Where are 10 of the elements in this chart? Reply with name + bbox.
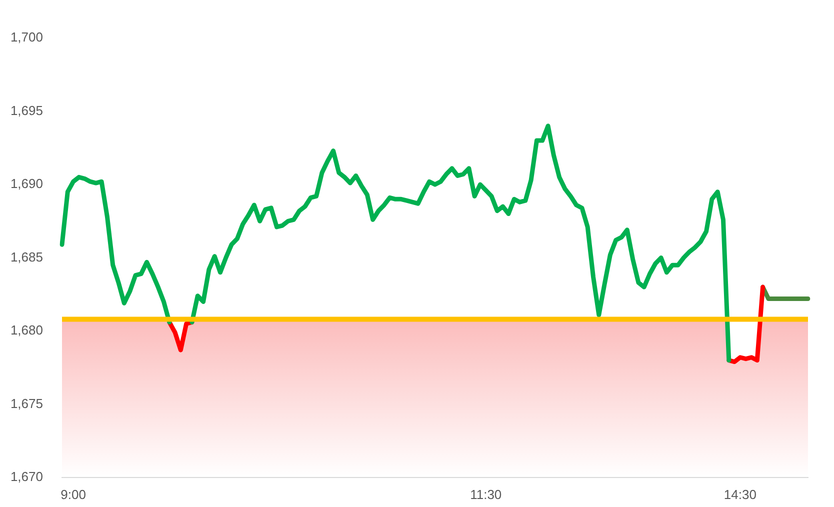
x-tick-label: 14:30 xyxy=(724,486,756,502)
x-tick-label: 9:00 xyxy=(60,486,86,502)
y-tick-label: 1,680 xyxy=(10,322,43,338)
y-tick-label: 1,670 xyxy=(10,469,43,484)
y-tick-label: 1,690 xyxy=(10,176,43,192)
x-tick-label: 11:30 xyxy=(470,486,502,502)
y-tick-label: 1,700 xyxy=(10,30,43,45)
y-tick-label: 1,695 xyxy=(10,102,43,118)
y-tick-label: 1,675 xyxy=(10,396,43,411)
y-tick-label: 1,685 xyxy=(10,249,43,264)
